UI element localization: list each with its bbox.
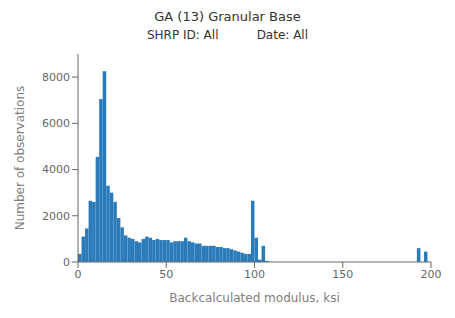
svg-text:4000: 4000	[42, 163, 70, 176]
svg-text:0: 0	[75, 268, 82, 281]
svg-text:200: 200	[421, 268, 442, 281]
svg-text:2000: 2000	[42, 210, 70, 223]
svg-text:8000: 8000	[42, 71, 70, 84]
svg-text:Backcalculated modulus, ksi: Backcalculated modulus, ksi	[169, 291, 339, 305]
html-text:SHRP ID: All Date: All: SHRP ID: All Date: All	[146, 28, 308, 42]
svg-text:150: 150	[332, 268, 353, 281]
svg-text:50: 50	[159, 268, 173, 281]
svg-text:100: 100	[244, 268, 265, 281]
html-text:GA (13) Granular Base: GA (13) Granular Base	[154, 9, 301, 24]
svg-text:6000: 6000	[42, 117, 70, 130]
svg-text:Number of observations: Number of observations	[13, 86, 27, 231]
svg-text:0: 0	[63, 256, 70, 269]
